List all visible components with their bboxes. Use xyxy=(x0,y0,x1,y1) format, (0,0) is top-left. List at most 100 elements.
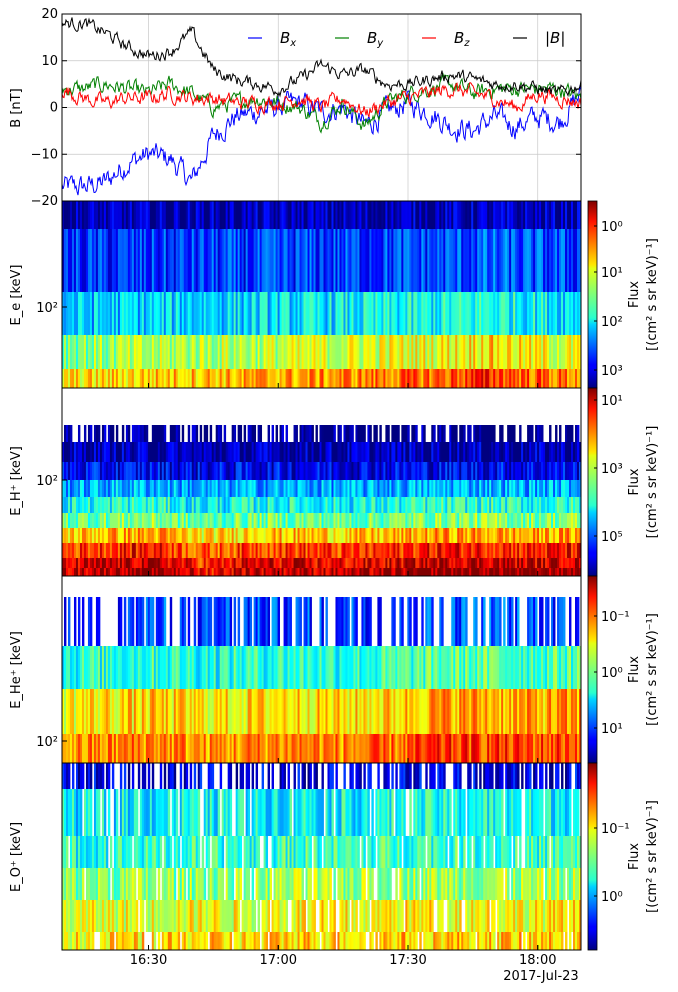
hplus-cell xyxy=(253,528,257,543)
hplus-cell xyxy=(299,558,302,568)
electrons-cell xyxy=(107,292,111,335)
hplus-cell xyxy=(513,425,516,442)
hplus-cell xyxy=(413,462,416,480)
heplus-cell xyxy=(307,689,310,734)
hplus-cell xyxy=(263,543,267,558)
hplus-cell xyxy=(357,442,360,462)
electrons-cell xyxy=(91,201,95,229)
hplus-cell xyxy=(395,543,398,558)
oplus-cell xyxy=(517,763,520,789)
hplus-cell xyxy=(107,497,111,513)
hplus-cell xyxy=(153,462,157,480)
hplus-cell xyxy=(449,558,452,568)
hplus-cell xyxy=(309,442,312,462)
electrons-cell xyxy=(62,229,65,292)
heplus-cell xyxy=(327,646,330,689)
electrons-cell xyxy=(429,292,432,335)
hplus-cell xyxy=(173,425,177,442)
oplus-cell xyxy=(369,763,372,789)
heplus-cell xyxy=(489,646,492,689)
hplus-cell xyxy=(481,442,484,462)
heplus-cell xyxy=(355,597,358,646)
hplus-cell xyxy=(193,558,197,568)
hplus-cell xyxy=(493,513,496,528)
heplus-cell xyxy=(459,689,462,734)
hplus-cell xyxy=(111,442,115,462)
hplus-cell xyxy=(135,480,139,497)
electrons-cell xyxy=(383,369,386,388)
hplus-cell xyxy=(141,513,145,528)
electrons-cell xyxy=(283,369,286,388)
hplus-cell xyxy=(387,497,390,513)
heplus-cell xyxy=(285,689,288,734)
hplus-cell xyxy=(145,528,149,543)
hplus-cell xyxy=(233,528,237,543)
hplus-cell xyxy=(289,528,292,543)
hplus-cell xyxy=(391,497,394,513)
hplus-cell xyxy=(565,497,568,513)
hplus-cell xyxy=(549,568,552,576)
hplus-cell xyxy=(285,480,288,497)
heplus-cell xyxy=(421,646,424,689)
electrons-cell xyxy=(243,229,247,292)
heplus-cell xyxy=(343,646,346,689)
electrons-cell xyxy=(463,292,466,335)
hplus-cell xyxy=(373,497,376,513)
hplus-cell xyxy=(537,543,540,558)
electrons-cell xyxy=(577,335,580,369)
electrons-cell xyxy=(571,369,574,388)
electrons-cell xyxy=(357,229,360,292)
electrons-cell xyxy=(265,292,269,335)
hplus-cell xyxy=(337,513,340,528)
hplus-cell xyxy=(213,480,217,497)
hplus-cell xyxy=(535,513,538,528)
hplus-cell xyxy=(289,462,292,480)
heplus-cell xyxy=(431,646,434,689)
electrons-cell xyxy=(321,335,324,369)
hplus-cell xyxy=(307,513,310,528)
series-line-bmag xyxy=(62,17,581,98)
hplus-cell xyxy=(315,497,318,513)
electrons-cell xyxy=(367,335,370,369)
hplus-cell xyxy=(549,442,552,462)
heplus-cell xyxy=(251,646,255,689)
heplus-cell xyxy=(353,734,356,763)
electrons-cell xyxy=(437,292,440,335)
hplus-cell xyxy=(485,480,488,497)
electrons-cell xyxy=(349,292,352,335)
hplus-cell xyxy=(551,568,554,576)
hplus-cell xyxy=(349,513,352,528)
hplus-cell xyxy=(109,568,113,576)
hplus-cell xyxy=(315,513,318,528)
electrons-cell xyxy=(527,201,530,229)
heplus-cell xyxy=(529,689,532,734)
hplus-cell xyxy=(369,497,372,513)
hplus-cell xyxy=(267,513,270,528)
electrons-cell xyxy=(149,229,153,292)
heplus-cell xyxy=(87,646,91,689)
hplus-cell xyxy=(547,497,550,513)
hplus-cell xyxy=(165,513,169,528)
hplus-cell xyxy=(369,543,372,558)
hplus-cell xyxy=(485,528,488,543)
heplus-cell xyxy=(275,734,278,763)
electrons-cell xyxy=(301,369,304,388)
oplus-cell xyxy=(489,763,492,789)
hplus-cell xyxy=(339,513,342,528)
heplus-cell xyxy=(193,734,197,763)
heplus-cell xyxy=(357,734,360,763)
electrons-cell xyxy=(513,335,516,369)
electrons-cell xyxy=(211,335,215,369)
heplus-cell xyxy=(261,646,265,689)
hplus-cell xyxy=(247,442,251,462)
electrons-cell xyxy=(293,369,296,388)
heplus-cell xyxy=(227,597,231,646)
hplus-cell xyxy=(405,442,408,462)
oplus-cell xyxy=(499,763,502,789)
heplus-cell xyxy=(175,646,179,689)
oplus-cell xyxy=(491,763,494,789)
heplus-cell xyxy=(323,646,326,689)
electrons-cell xyxy=(413,201,416,229)
hplus-cell xyxy=(441,568,444,576)
hplus-cell xyxy=(187,528,191,543)
